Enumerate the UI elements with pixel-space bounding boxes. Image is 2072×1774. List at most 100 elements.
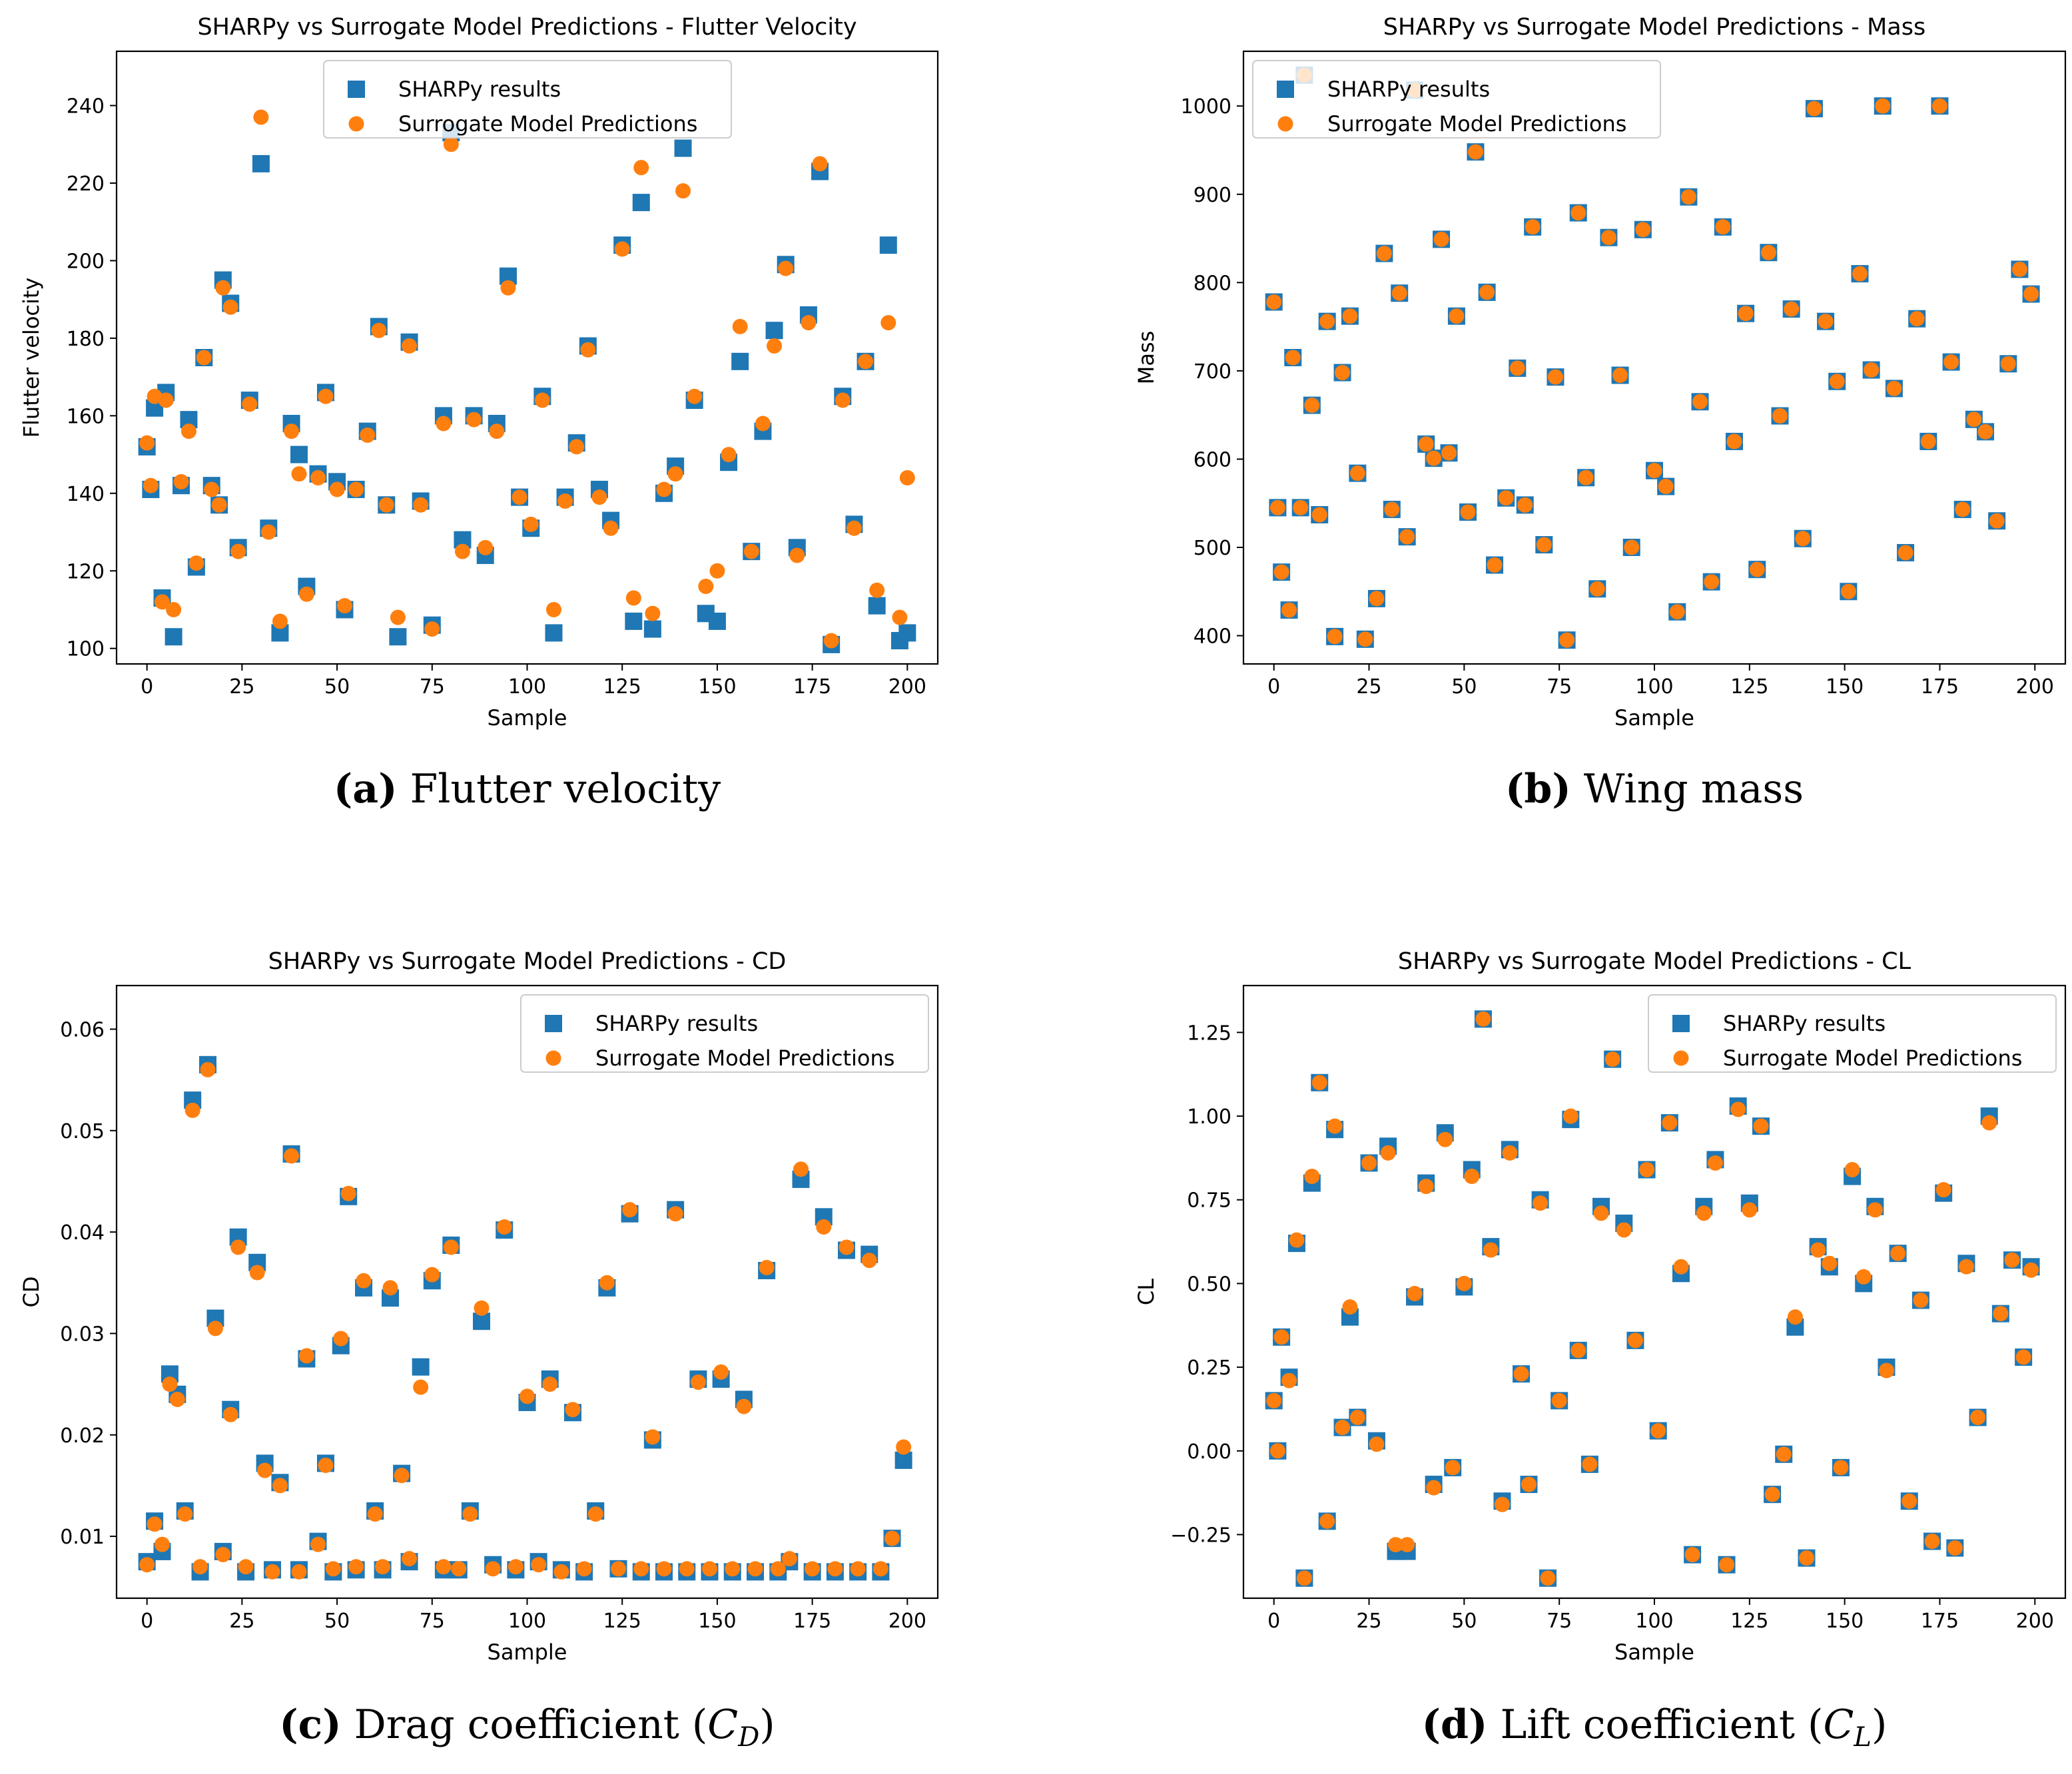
surrogate-point bbox=[462, 1506, 478, 1522]
surrogate-point bbox=[1513, 1366, 1529, 1382]
x-tick-label: 0 bbox=[1267, 1610, 1280, 1633]
x-tick-label: 175 bbox=[793, 1610, 831, 1633]
surrogate-point bbox=[1304, 1169, 1320, 1185]
surrogate-point bbox=[1327, 1118, 1343, 1134]
surrogate-point bbox=[1464, 1169, 1480, 1185]
x-tick-label: 50 bbox=[324, 675, 350, 699]
surrogate-point bbox=[1833, 1460, 1849, 1476]
surrogate-point bbox=[1289, 1232, 1305, 1248]
surrogate-point bbox=[318, 1457, 334, 1473]
x-tick-label: 50 bbox=[1451, 675, 1477, 699]
legend-box bbox=[323, 60, 732, 139]
surrogate-point bbox=[667, 466, 683, 482]
surrogate-point bbox=[580, 342, 596, 358]
surrogate-point bbox=[1898, 545, 1913, 561]
surrogate-point bbox=[1418, 1179, 1434, 1195]
surrogate-point bbox=[390, 609, 406, 625]
x-tick-label: 100 bbox=[508, 1610, 546, 1633]
surrogate-point bbox=[1646, 463, 1662, 479]
surrogate-point bbox=[557, 493, 573, 509]
legend-label-sharpy: SHARPy results bbox=[1723, 1011, 1886, 1036]
y-tick-label: 0.50 bbox=[1187, 1273, 1231, 1296]
caption-text: Lift coefficient ( bbox=[1500, 1701, 1823, 1748]
legend-box bbox=[1252, 60, 1661, 139]
surrogate-point bbox=[713, 1364, 729, 1380]
caption-variable: C bbox=[1823, 1701, 1854, 1748]
surrogate-point bbox=[1467, 144, 1483, 160]
surrogate-point bbox=[1369, 591, 1385, 607]
surrogate-point bbox=[846, 520, 862, 536]
surrogate-point bbox=[633, 160, 649, 176]
sharpy-point bbox=[412, 1358, 430, 1376]
surrogate-point bbox=[1719, 1557, 1735, 1573]
surrogate-point bbox=[801, 315, 817, 331]
x-tick-label: 125 bbox=[603, 675, 641, 699]
sharpy-point bbox=[898, 624, 916, 642]
surrogate-point bbox=[158, 392, 174, 408]
legend-marker-sharpy bbox=[348, 81, 365, 98]
surrogate-point bbox=[1533, 1195, 1549, 1211]
surrogate-point bbox=[732, 318, 748, 334]
surrogate-point bbox=[1517, 497, 1533, 513]
surrogate-point bbox=[378, 497, 394, 513]
surrogate-point bbox=[1479, 284, 1495, 300]
surrogate-point bbox=[880, 315, 896, 331]
sharpy-point bbox=[632, 194, 650, 212]
legend: SHARPy results Surrogate Model Prediction… bbox=[520, 994, 929, 1073]
surrogate-point bbox=[1349, 1410, 1365, 1426]
caption-space bbox=[342, 1701, 354, 1748]
surrogate-point bbox=[1612, 368, 1628, 384]
y-tick-label: 0.01 bbox=[60, 1526, 105, 1549]
caption-letter: (a) bbox=[334, 766, 398, 812]
surrogate-point bbox=[1418, 436, 1434, 452]
surrogate-point bbox=[337, 598, 352, 614]
surrogate-point bbox=[1319, 314, 1335, 330]
surrogate-point bbox=[196, 350, 212, 366]
x-tick-label: 125 bbox=[603, 1610, 641, 1633]
surrogate-point bbox=[1787, 1309, 1803, 1325]
subfigure-caption: (c) Drag coefficient (CD) bbox=[279, 1701, 775, 1753]
surrogate-point bbox=[603, 520, 619, 536]
surrogate-point bbox=[1502, 1145, 1518, 1161]
surrogate-point bbox=[1840, 583, 1856, 599]
caption-text: Flutter velocity bbox=[410, 766, 721, 812]
surrogate-point bbox=[687, 388, 703, 404]
surrogate-point bbox=[1342, 1299, 1358, 1315]
surrogate-point bbox=[1966, 412, 1982, 428]
surrogate-point bbox=[1947, 1540, 1963, 1556]
x-tick-label: 125 bbox=[1730, 675, 1768, 699]
surrogate-point bbox=[329, 481, 345, 497]
surrogate-point bbox=[835, 392, 851, 408]
y-tick-label: 900 bbox=[1194, 184, 1231, 207]
surrogate-point bbox=[1391, 285, 1407, 301]
y-axis-label: Mass bbox=[1134, 331, 1159, 385]
surrogate-point bbox=[1822, 1255, 1838, 1271]
surrogate-point bbox=[230, 1239, 246, 1255]
sharpy-point bbox=[545, 624, 563, 642]
caption-letter: (c) bbox=[279, 1701, 341, 1748]
surrogate-point bbox=[1285, 350, 1301, 366]
surrogate-point bbox=[443, 1239, 459, 1255]
surrogate-point bbox=[1776, 1446, 1792, 1462]
surrogate-point bbox=[759, 1259, 775, 1275]
y-tick-label: 1.25 bbox=[1187, 1022, 1231, 1045]
surrogate-point bbox=[207, 1321, 223, 1336]
y-tick-label: 220 bbox=[67, 172, 105, 196]
surrogate-point bbox=[249, 1265, 265, 1281]
surrogate-point bbox=[721, 447, 737, 463]
surrogate-point bbox=[2000, 356, 2016, 372]
surrogate-point bbox=[1483, 1242, 1499, 1258]
y-tick-label: 500 bbox=[1194, 537, 1231, 560]
surrogate-point bbox=[1437, 1131, 1453, 1147]
surrogate-point bbox=[869, 582, 885, 598]
surrogate-point bbox=[812, 156, 828, 172]
surrogate-point bbox=[1269, 1443, 1285, 1459]
y-tick-label: 0.00 bbox=[1187, 1440, 1231, 1464]
surrogate-point bbox=[587, 1506, 603, 1522]
surrogate-point bbox=[139, 1557, 155, 1573]
surrogate-point bbox=[1753, 1118, 1769, 1134]
surrogate-point bbox=[1658, 479, 1674, 495]
surrogate-point bbox=[645, 605, 661, 621]
surrogate-point bbox=[892, 609, 908, 625]
